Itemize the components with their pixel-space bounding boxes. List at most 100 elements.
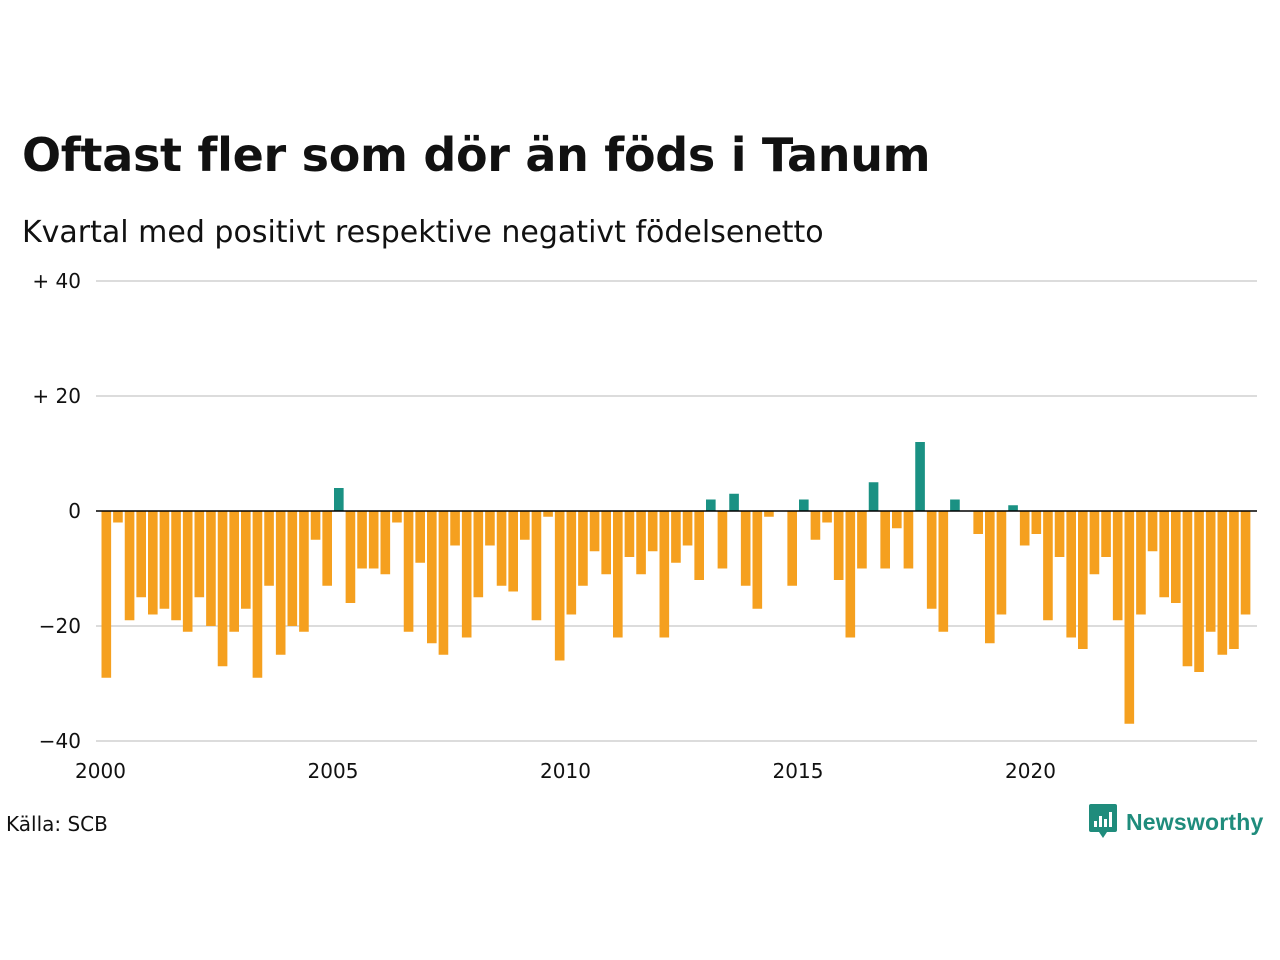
bar xyxy=(299,511,309,632)
x-tick-label: 2020 xyxy=(1005,759,1056,783)
y-tick-label: + 40 xyxy=(32,269,81,293)
bar xyxy=(833,511,844,580)
bar xyxy=(810,511,821,540)
bar xyxy=(124,511,135,621)
brand-name: Newsworthy xyxy=(1126,808,1264,835)
bar xyxy=(601,511,611,575)
bar xyxy=(973,511,983,534)
bar xyxy=(566,511,577,615)
bar xyxy=(706,499,716,511)
bar xyxy=(136,511,146,598)
bar xyxy=(113,511,123,523)
bar xyxy=(915,442,925,511)
bar xyxy=(520,511,530,540)
bar xyxy=(857,511,867,569)
bar xyxy=(950,499,960,511)
bar xyxy=(740,511,751,586)
bar xyxy=(613,511,623,638)
bar-chart: + 40 + 20 0 −20 −40 2000 2005 2010 2015 2020 xyxy=(32,269,1257,783)
bar xyxy=(1089,511,1100,575)
bar xyxy=(415,511,425,563)
chart-subtitle: Kvartal med positivt respektive negativt… xyxy=(22,215,824,250)
x-tick-label: 2005 xyxy=(308,759,359,783)
bar xyxy=(427,511,437,644)
bar xyxy=(241,511,251,609)
bar xyxy=(1159,511,1169,598)
bar xyxy=(1019,511,1030,546)
bar xyxy=(543,511,553,517)
bar xyxy=(461,511,472,638)
bar xyxy=(624,511,635,557)
bar xyxy=(985,511,995,644)
bar xyxy=(892,511,902,529)
bar xyxy=(287,511,298,626)
bar xyxy=(531,511,542,621)
bar xyxy=(1101,511,1111,557)
bar xyxy=(148,511,158,615)
bar xyxy=(880,511,890,569)
bar xyxy=(1136,511,1146,615)
bar xyxy=(578,511,588,586)
chart-title: Oftast fler som dör än föds i Tanum xyxy=(22,128,931,182)
bar xyxy=(1078,511,1088,649)
bar xyxy=(903,511,914,569)
bar xyxy=(182,511,193,632)
bar xyxy=(496,511,507,586)
bar xyxy=(345,511,356,603)
bar xyxy=(1147,511,1158,552)
bar xyxy=(682,511,693,546)
bar xyxy=(264,511,274,586)
y-tick-label: 0 xyxy=(68,499,81,523)
bar xyxy=(671,511,681,563)
bar xyxy=(450,511,460,546)
bar xyxy=(171,511,181,621)
bar xyxy=(1182,511,1193,667)
bar xyxy=(1066,511,1076,638)
bar xyxy=(252,511,263,678)
bar xyxy=(217,511,228,667)
bar xyxy=(310,511,321,540)
y-tick-label: + 20 xyxy=(32,384,81,408)
bar xyxy=(659,511,670,638)
bar xyxy=(334,488,344,511)
bar xyxy=(636,511,646,575)
bar xyxy=(938,511,949,632)
bar xyxy=(357,511,367,569)
bar xyxy=(392,511,402,523)
bar xyxy=(554,511,565,661)
bar xyxy=(822,511,832,523)
bar xyxy=(926,511,937,609)
bar xyxy=(1171,511,1181,603)
bar xyxy=(275,511,286,655)
bar xyxy=(1031,511,1042,534)
bar xyxy=(1240,511,1251,615)
bar xyxy=(438,511,449,655)
bar xyxy=(485,511,495,546)
y-tick-label: −40 xyxy=(39,729,81,753)
bar xyxy=(101,511,112,678)
bar xyxy=(368,511,379,569)
bar xyxy=(787,511,797,586)
bar xyxy=(799,499,809,511)
newsworthy-logo-icon xyxy=(1089,804,1117,838)
bar xyxy=(589,511,600,552)
bar xyxy=(1008,505,1018,511)
x-tick-label: 2015 xyxy=(773,759,824,783)
source-note: Källa: SCB xyxy=(6,812,108,836)
bar xyxy=(403,511,414,632)
y-tick-label: −20 xyxy=(39,614,81,638)
x-tick-label: 2010 xyxy=(540,759,591,783)
bar xyxy=(159,511,170,609)
bar xyxy=(508,511,518,592)
bar xyxy=(1112,511,1123,621)
bar xyxy=(694,511,704,580)
bar xyxy=(1217,511,1228,655)
bar xyxy=(729,493,739,511)
bar xyxy=(1205,511,1216,632)
x-tick-label: 2000 xyxy=(75,759,126,783)
bar xyxy=(1229,511,1239,649)
bar xyxy=(194,511,205,598)
bar xyxy=(1054,511,1065,557)
bar xyxy=(380,511,391,575)
bar xyxy=(1194,511,1204,672)
